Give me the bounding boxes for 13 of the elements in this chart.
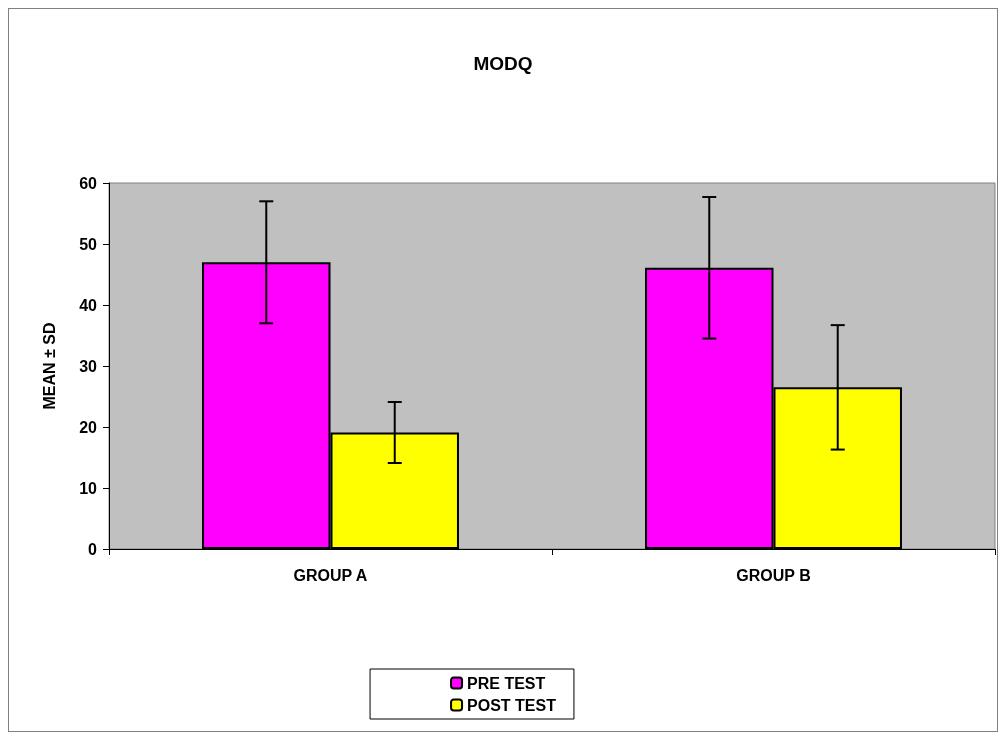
y-tick-label: 30 (79, 357, 98, 375)
y-tick-label: 60 (79, 174, 98, 192)
y-tick-label: 20 (79, 418, 98, 436)
legend-label: POST TEST (467, 696, 557, 714)
y-tick-label: 40 (79, 296, 98, 314)
x-tick-label: GROUP B (736, 566, 811, 584)
legend-label: PRE TEST (467, 674, 546, 692)
x-tick-label: GROUP A (293, 566, 368, 584)
y-tick-label: 50 (79, 235, 98, 253)
y-tick-label: 10 (79, 479, 98, 497)
y-tick-label: 0 (88, 540, 98, 558)
chart-title: MODQ (473, 53, 533, 74)
y-axis-title: MEAN ± SD (40, 322, 58, 410)
